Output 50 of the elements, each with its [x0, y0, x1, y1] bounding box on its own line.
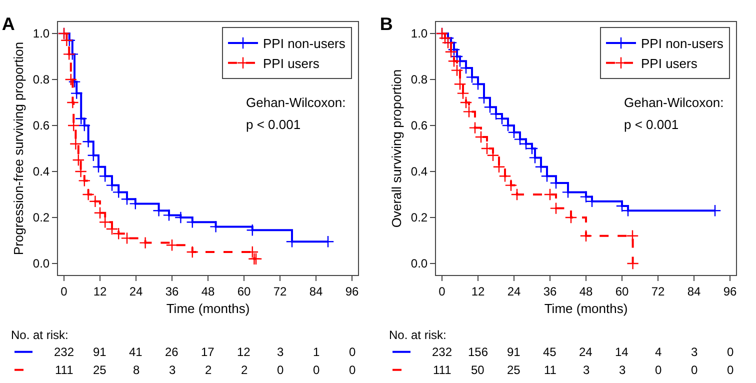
y-tick-label: 1.0: [410, 26, 428, 41]
legend-label: PPI non-users: [263, 36, 346, 52]
x-tick-label: 84: [687, 284, 701, 298]
annotation: p < 0.001: [624, 117, 679, 132]
chart-title: A: [2, 14, 15, 34]
x-tick-label: 96: [345, 284, 359, 298]
y-tick-label: 0.8: [410, 72, 428, 87]
x-tick-label: 0: [60, 284, 68, 298]
x-tick-label: 60: [615, 284, 629, 298]
x-tick-label: 60: [237, 284, 251, 298]
text: No. at risk:: [389, 328, 446, 342]
annotation: Gehan-Wilcoxon:: [246, 95, 346, 110]
x-tick-label: 72: [651, 284, 665, 298]
y-axis-title: Overall surviving proportion: [388, 69, 404, 228]
y-tick-label: 0.6: [32, 118, 50, 133]
x-tick-label: 36: [165, 284, 179, 298]
x-tick-label: 12: [471, 284, 485, 298]
y-tick-label: 1.0: [32, 26, 50, 41]
annotation: Gehan-Wilcoxon:: [624, 95, 724, 110]
y-tick-label: 0.2: [410, 210, 428, 225]
x-tick-label: 48: [579, 284, 593, 298]
legend-label: PPI users: [641, 56, 698, 71]
text: No. at risk:: [11, 328, 68, 342]
y-tick-label: 0.4: [32, 164, 50, 179]
text: 232 156 91 45 24 14 4 3 0: [432, 345, 734, 359]
x-tick-label: 24: [507, 284, 521, 298]
x-tick-label: 24: [129, 284, 143, 298]
x-tick-label: 96: [723, 284, 737, 298]
y-tick-label: 0.2: [32, 210, 50, 225]
y-tick-label: 0.0: [32, 256, 50, 271]
legend-label: PPI non-users: [641, 36, 724, 52]
y-tick-label: 0.4: [410, 164, 428, 179]
annotation: p < 0.001: [246, 117, 301, 132]
x-axis-title: Time (months): [544, 301, 628, 316]
x-tick-label: 84: [309, 284, 323, 298]
y-tick-label: 0.0: [410, 256, 428, 271]
text: 111 25 8 3 2 2 0 0 0: [55, 363, 356, 377]
y-tick-label: 0.8: [32, 72, 50, 87]
x-tick-label: 48: [201, 284, 215, 298]
x-tick-label: 36: [543, 284, 557, 298]
legend-label: PPI users: [263, 56, 320, 71]
y-tick-label: 0.6: [410, 118, 428, 133]
x-tick-label: 12: [93, 284, 107, 298]
chart-title: B: [380, 14, 393, 34]
y-axis-title: Progression-free surviving proportion: [10, 42, 26, 256]
text: 111 50 25 11 3 3 0 0 0: [433, 363, 734, 377]
x-tick-label: 72: [273, 284, 287, 298]
text: 232 91 41 26 17 12 3 1 0: [54, 345, 356, 359]
x-tick-label: 0: [438, 284, 446, 298]
x-axis-title: Time (months): [166, 301, 250, 316]
